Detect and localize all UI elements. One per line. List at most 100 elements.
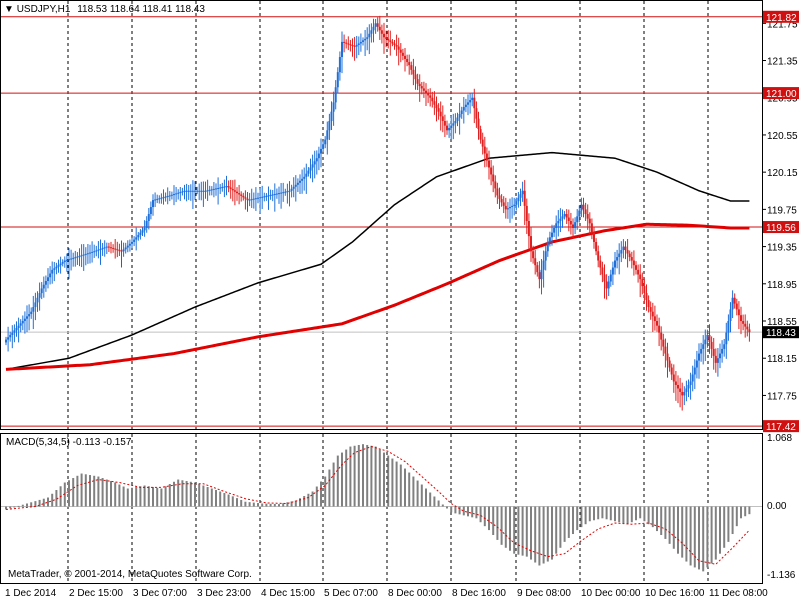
candle-body <box>536 265 539 273</box>
macd-bar <box>177 479 180 507</box>
ohlc-readout: 118.53 118.64 118.41 118.43 <box>77 4 205 15</box>
y-tick-label: 118.15 <box>767 354 797 365</box>
candle-body <box>532 251 535 259</box>
macd-bar <box>408 472 411 507</box>
candle-body <box>257 197 259 199</box>
candle-body <box>254 198 257 200</box>
macd-bar <box>555 506 558 554</box>
macd-bar <box>572 506 574 535</box>
candle-body <box>200 190 203 192</box>
candle-body <box>303 176 306 179</box>
candle-body <box>112 247 115 249</box>
macd-bar <box>425 488 427 507</box>
macd-bar <box>441 504 444 507</box>
candle-body <box>645 293 648 301</box>
candle-body <box>561 216 564 219</box>
candle-body <box>737 309 740 316</box>
candle-body <box>605 281 608 289</box>
candle-body <box>227 186 230 188</box>
macd-bar <box>248 502 251 507</box>
candle-body <box>624 246 627 251</box>
candle-body <box>250 199 253 201</box>
candle-body <box>44 281 47 285</box>
candle-body <box>173 194 175 196</box>
candle-body <box>660 332 663 340</box>
macd-bar <box>185 481 188 507</box>
candle-body <box>502 202 505 206</box>
macd-bar <box>55 490 58 507</box>
candle-body <box>278 193 280 195</box>
macd-bar <box>198 484 201 507</box>
candle-body <box>719 353 721 359</box>
candle-body <box>704 339 707 345</box>
candle-body <box>666 353 669 361</box>
macd-bar <box>311 491 314 507</box>
macd-bar <box>710 506 713 564</box>
candle-body <box>553 227 556 233</box>
macd-bar <box>341 452 343 507</box>
candle-body <box>584 209 587 215</box>
candle-body <box>721 348 724 354</box>
macd-bar <box>110 481 112 507</box>
candle-body <box>662 339 665 347</box>
candle-body <box>99 248 102 250</box>
candle-body <box>160 197 163 199</box>
candle-body <box>362 40 364 42</box>
macd-bar <box>252 502 255 507</box>
candle-body <box>347 43 350 45</box>
macd-bar <box>173 481 175 507</box>
candle-body <box>181 191 184 193</box>
candle-body <box>746 326 749 330</box>
candle-body <box>72 257 75 259</box>
macd-bar <box>551 506 553 560</box>
candle-body <box>418 83 421 87</box>
macd-bar <box>278 504 280 507</box>
moving-averages <box>5 151 750 371</box>
candle-body <box>643 286 646 294</box>
candle-body <box>748 329 751 333</box>
candle-body <box>488 160 490 168</box>
candle-body <box>269 194 272 196</box>
candle-body <box>614 260 616 268</box>
candle-body <box>406 58 409 63</box>
candle-body <box>183 190 186 192</box>
macd-bar <box>189 481 192 507</box>
candle-body <box>105 246 108 248</box>
macd-bar <box>714 506 717 560</box>
candle-body <box>271 194 274 196</box>
candle-body <box>725 332 728 345</box>
candle-body <box>36 297 39 303</box>
chart-dropdown-icon[interactable]: ▼ <box>4 4 14 15</box>
candle-body <box>687 384 690 389</box>
candle-body <box>49 273 52 278</box>
macd-bar <box>626 506 629 525</box>
candle-body <box>542 260 545 270</box>
candle-body <box>359 41 362 44</box>
macd-bar <box>282 503 285 507</box>
macd-bar <box>349 446 352 507</box>
candle-body <box>225 186 228 188</box>
macd-bar <box>630 506 633 523</box>
candle-body <box>595 241 598 252</box>
candle-body <box>693 367 696 375</box>
candle-body <box>177 192 180 194</box>
candle-body <box>32 307 35 312</box>
candle-body <box>187 190 190 192</box>
candle-body <box>477 118 480 130</box>
candle-body <box>378 26 381 31</box>
macd-bar <box>672 506 675 549</box>
macd-bar <box>227 494 230 507</box>
candle-body <box>198 190 201 192</box>
candle-body <box>458 114 461 118</box>
macd-bar <box>320 481 322 507</box>
candle-body <box>679 388 682 392</box>
candle-body <box>263 196 266 198</box>
y-tick-label: 118.95 <box>767 280 797 291</box>
candlesticks <box>5 15 751 411</box>
candle-body <box>114 248 117 250</box>
macd-bar <box>206 487 209 507</box>
candle-body <box>500 198 503 203</box>
candle-body <box>546 241 549 252</box>
candle-body <box>40 288 43 294</box>
